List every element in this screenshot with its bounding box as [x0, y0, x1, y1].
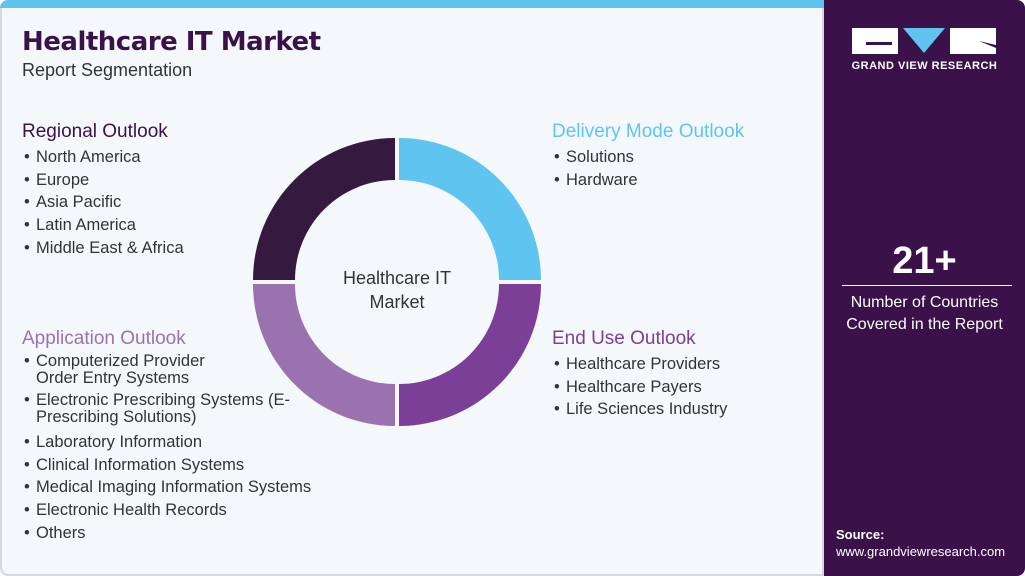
list-item: Hardware: [552, 169, 744, 192]
top-accent-bar: [0, 0, 824, 8]
source: Source: www.grandviewresearch.com: [836, 526, 1005, 560]
list-item: Europe: [22, 169, 184, 192]
list-item: Others: [22, 522, 352, 545]
list-item: Middle East & Africa: [22, 237, 184, 260]
stat-value: 21+: [892, 240, 957, 282]
center-label-line: Healthcare IT: [342, 268, 452, 288]
list-item: Solutions: [552, 146, 744, 169]
delivery-section: Delivery Mode Outlook Solutions Hardware: [552, 121, 744, 191]
donut-center-label: Healthcare IT Market: [317, 266, 477, 314]
list-item: Electronic Prescribing Systems (E-Prescr…: [22, 392, 302, 426]
list-item: Computerized Provider Order Entry System…: [22, 353, 222, 387]
regional-section: Regional Outlook North America Europe As…: [22, 121, 184, 260]
list-item: Latin America: [22, 214, 184, 237]
list-item: Healthcare Payers: [552, 376, 727, 399]
divider: [842, 285, 1012, 286]
regional-segment: [253, 138, 395, 280]
source-url[interactable]: www.grandviewresearch.com: [836, 544, 1006, 559]
list-item: Laboratory Information: [22, 431, 352, 454]
list-item: Electronic Health Records: [22, 499, 352, 522]
section-title: Application Outlook: [22, 328, 186, 349]
list-item: Life Sciences Industry: [552, 398, 727, 421]
brand-name: GRAND VIEW RESEARCH: [851, 60, 998, 72]
list-item: Asia Pacific: [22, 191, 184, 214]
list-item: Medical Imaging Information Systems: [22, 476, 352, 499]
segmentation-donut: [253, 138, 541, 426]
source-label: Source:: [836, 527, 885, 542]
page-subtitle: Report Segmentation: [22, 60, 193, 80]
delivery-segment: [399, 138, 541, 280]
enduse-segment: [399, 284, 541, 426]
page-title: Healthcare IT Market: [22, 27, 321, 57]
center-label-line: Market: [369, 292, 425, 312]
sidebar: [824, 0, 1025, 576]
section-title: End Use Outlook: [552, 328, 696, 349]
section-title: Delivery Mode Outlook: [552, 121, 745, 142]
list-item: North America: [22, 146, 184, 169]
application-segment: [253, 284, 395, 426]
list-item: Healthcare Providers: [552, 353, 727, 376]
stat-caption: Number of Countries Covered in the Repor…: [846, 294, 1003, 333]
list-item: Clinical Information Systems: [22, 454, 352, 477]
section-title: Regional Outlook: [22, 121, 168, 142]
gvr-logo-icon: [852, 28, 996, 54]
application-section: Application Outlook Computerized Provide…: [22, 328, 352, 545]
enduse-section: End Use Outlook Healthcare Providers Hea…: [552, 328, 727, 421]
